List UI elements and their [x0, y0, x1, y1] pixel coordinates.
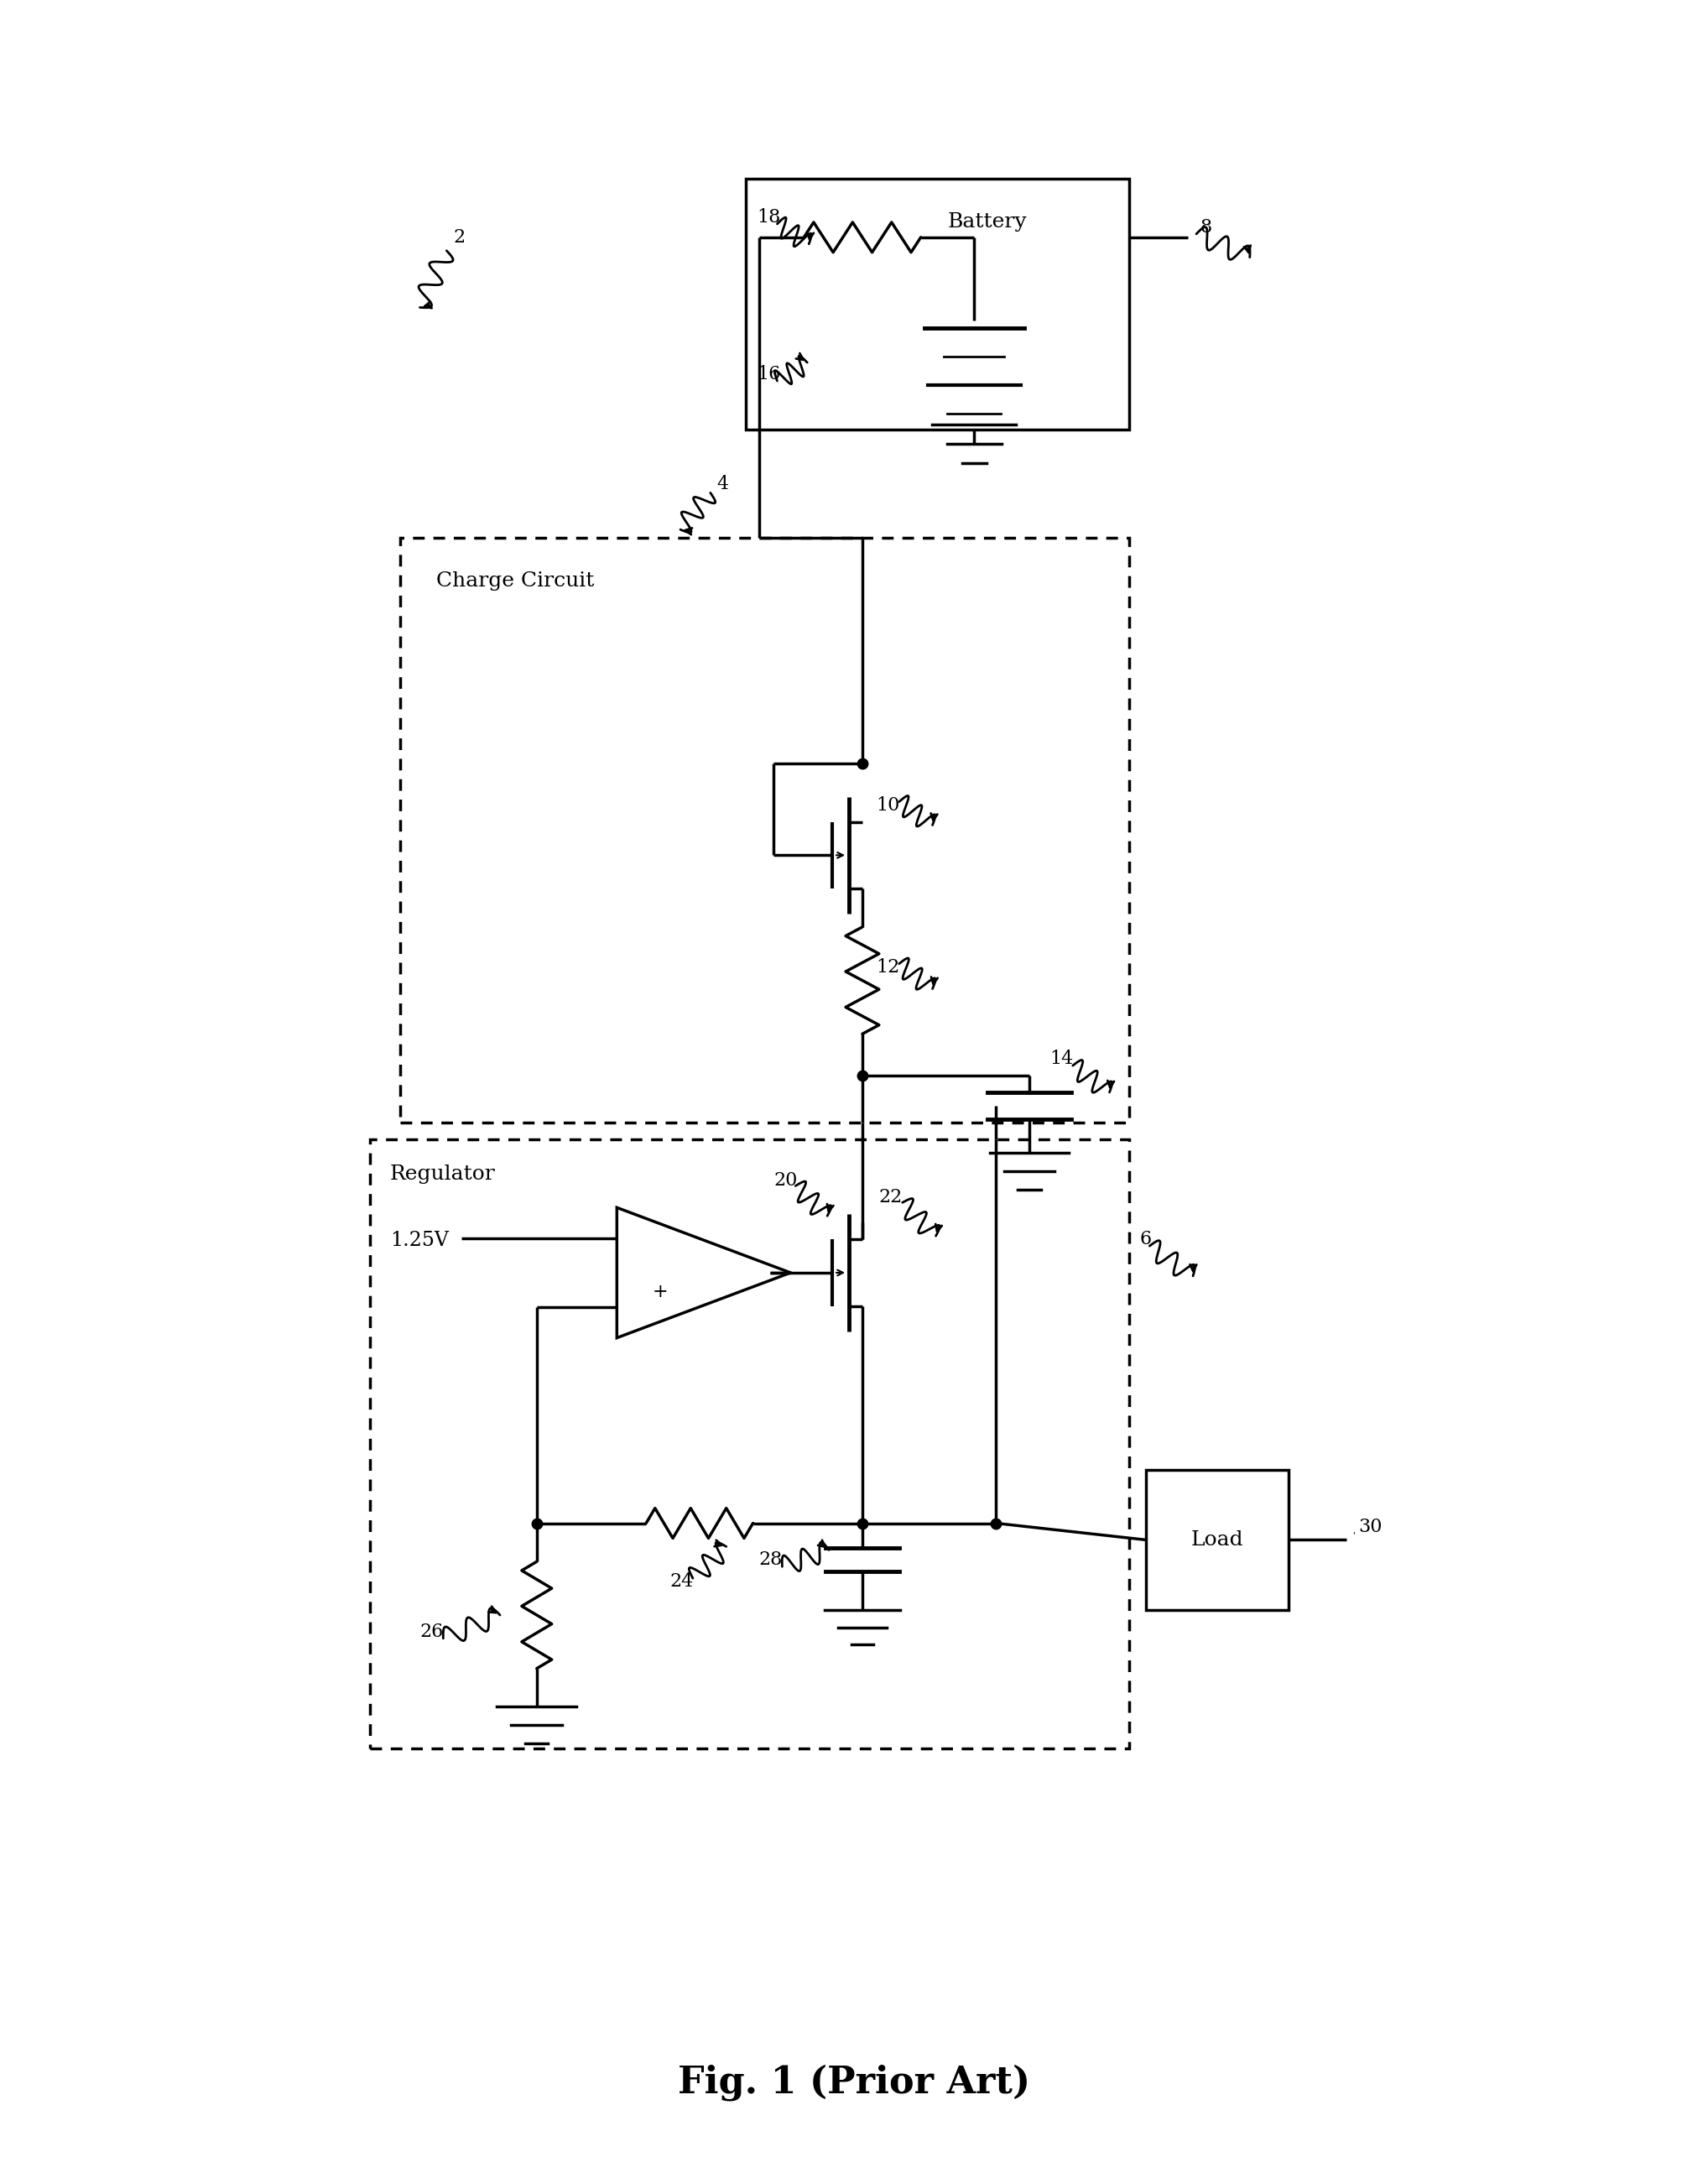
Text: 1.25V: 1.25V [389, 1231, 449, 1250]
Text: 18: 18 [757, 209, 781, 227]
Text: Load: Load [1190, 1531, 1243, 1549]
Text: 8: 8 [1199, 218, 1211, 237]
Bar [400, 538, 1129, 1122]
Text: 24: 24 [670, 1573, 693, 1590]
Text: Regulator: Regulator [389, 1165, 495, 1183]
Text: 20: 20 [774, 1172, 798, 1189]
Text: 26: 26 [420, 1623, 444, 1640]
Text: 12: 12 [876, 958, 900, 976]
Text: 16: 16 [757, 366, 781, 383]
Text: Battery: Battery [948, 211, 1027, 231]
Bar [369, 1139, 1129, 1749]
Bar [1146, 1470, 1288, 1610]
Text: 10: 10 [876, 795, 900, 815]
Text: Charge Circuit: Charge Circuit [437, 571, 594, 590]
Text: 22: 22 [880, 1189, 904, 1207]
Text: 28: 28 [758, 1551, 782, 1568]
Text: 6: 6 [1139, 1231, 1151, 1248]
Text: 30: 30 [1358, 1518, 1382, 1535]
Text: 4: 4 [717, 475, 729, 494]
Text: 2: 2 [453, 229, 465, 246]
Text: Fig. 1 (Prior Art): Fig. 1 (Prior Art) [678, 2065, 1030, 2102]
Bar [745, 179, 1129, 429]
Text: 14: 14 [1049, 1050, 1073, 1067]
Text: +: + [652, 1283, 668, 1300]
